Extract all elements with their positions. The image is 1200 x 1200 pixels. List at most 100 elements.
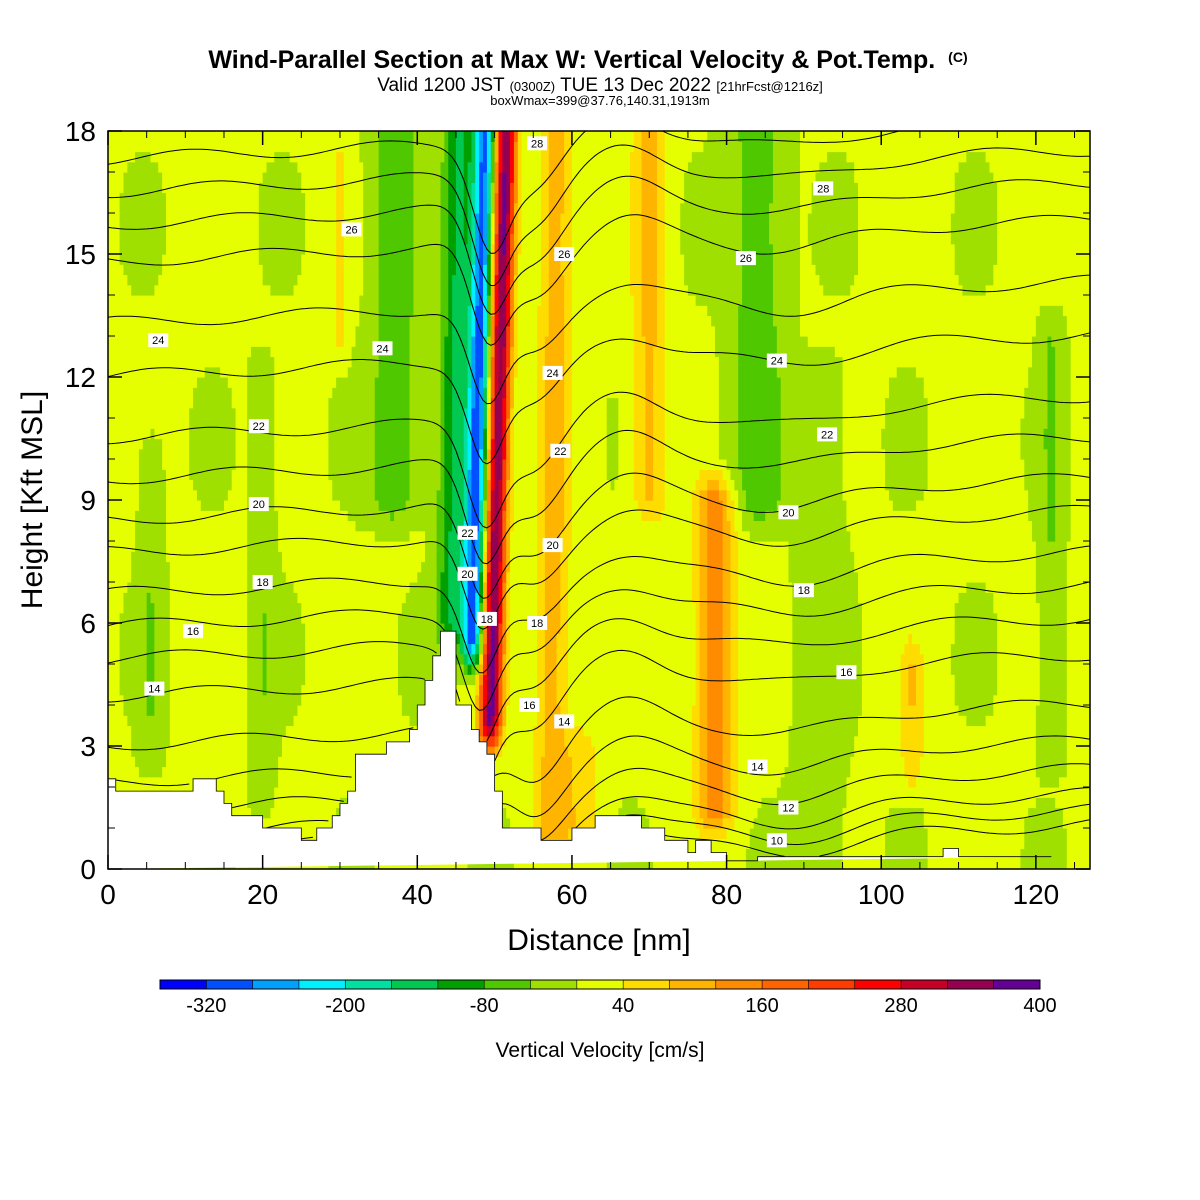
field-cell: [498, 797, 534, 809]
field-cell: [1055, 407, 1072, 419]
field-cell: [645, 356, 654, 368]
colorbar-swatch: [576, 980, 624, 989]
field-cell: [842, 397, 886, 409]
colorbar-label: Vertical Velocity [cm/s]: [496, 1039, 705, 1062]
field-cell: [479, 561, 484, 573]
field-cell: [486, 428, 492, 440]
field-cell: [1055, 469, 1072, 481]
field-cell: [305, 633, 399, 645]
field-cell: [714, 346, 739, 358]
field-cell: [483, 674, 488, 686]
field-cell: [1066, 674, 1090, 686]
field-cell: [498, 243, 503, 255]
field-cell: [479, 633, 484, 645]
colorbar-swatch: [854, 980, 902, 989]
field-cell: [730, 561, 739, 573]
field-cell: [440, 459, 445, 470]
field-cell: [568, 705, 693, 716]
field-cell: [471, 192, 476, 204]
field-cell: [467, 213, 473, 224]
y-tick-label: 12: [65, 362, 96, 393]
field-cell: [544, 459, 565, 470]
field-cell: [958, 592, 994, 604]
field-cell: [772, 305, 801, 317]
field-cell: [726, 510, 735, 522]
field-cell: [923, 746, 1037, 757]
field-cell: [633, 315, 643, 327]
contour-label-text: 18: [798, 585, 810, 597]
field-cell: [486, 469, 492, 481]
field-cell: [506, 213, 511, 224]
field-cell: [448, 325, 453, 337]
field-cell: [1066, 694, 1090, 706]
field-cell: [513, 366, 519, 378]
field-cell: [788, 756, 851, 768]
field-cell: [475, 715, 480, 727]
field-cell: [510, 592, 538, 604]
contour-label-text: 24: [376, 343, 388, 355]
field-cell: [653, 428, 666, 440]
field-cell: [792, 643, 863, 655]
colorbar-tick-label: 40: [612, 995, 634, 1017]
field-cell: [506, 602, 511, 614]
field-cell: [413, 192, 442, 204]
field-cell: [440, 182, 449, 194]
field-cell: [494, 223, 500, 235]
field-cell: [923, 725, 1037, 737]
field-cell: [564, 346, 573, 358]
field-cell: [510, 664, 538, 675]
field-cell: [1028, 489, 1049, 501]
field-cell: [506, 284, 511, 296]
field-cell: [506, 582, 511, 593]
field-cell: [490, 643, 496, 655]
field-cell: [409, 428, 442, 440]
field-cell: [506, 172, 511, 183]
field-cell: [722, 766, 732, 778]
field-cell: [235, 407, 248, 419]
field-cell: [842, 828, 886, 839]
field-cell: [108, 479, 140, 491]
field-cell: [800, 325, 1037, 337]
field-cell: [108, 469, 140, 481]
field-cell: [278, 530, 376, 542]
field-cell: [146, 602, 155, 614]
field-cell: [811, 202, 859, 214]
field-cell: [490, 479, 496, 491]
field-cell: [467, 182, 473, 194]
field-cell: [498, 346, 503, 358]
field-cell: [498, 694, 503, 706]
field-cell: [564, 325, 573, 337]
field-cell: [506, 254, 511, 265]
field-cell: [506, 520, 511, 532]
contour-label-bg: [183, 624, 204, 639]
field-cell: [479, 510, 484, 522]
field-cell: [734, 500, 739, 511]
field-cell: [510, 407, 515, 419]
field-cell: [513, 325, 519, 337]
field-cell: [664, 172, 685, 183]
field-cell: [336, 161, 345, 173]
field-cell: [923, 705, 960, 716]
field-cell: [409, 407, 442, 419]
field-cell: [135, 756, 167, 768]
field-cell: [413, 274, 442, 286]
field-cell: [490, 366, 496, 378]
field-cell: [490, 141, 496, 153]
field-cell: [471, 213, 476, 224]
field-cell: [266, 623, 306, 634]
field-cell: [788, 541, 851, 552]
field-cell: [359, 141, 380, 153]
field-cell: [517, 264, 542, 276]
field-cell: [800, 223, 809, 235]
field-cell: [846, 797, 1037, 809]
field-cell: [1035, 582, 1068, 593]
field-cell: [475, 674, 480, 686]
field-cell: [483, 489, 488, 501]
field-cell: [1070, 387, 1090, 399]
field-cell: [494, 264, 500, 276]
field-cell: [510, 551, 538, 563]
contour-label-text: 16: [840, 667, 852, 679]
field-cell: [506, 643, 511, 655]
field-cell: [463, 141, 473, 153]
field-cell: [691, 756, 701, 768]
